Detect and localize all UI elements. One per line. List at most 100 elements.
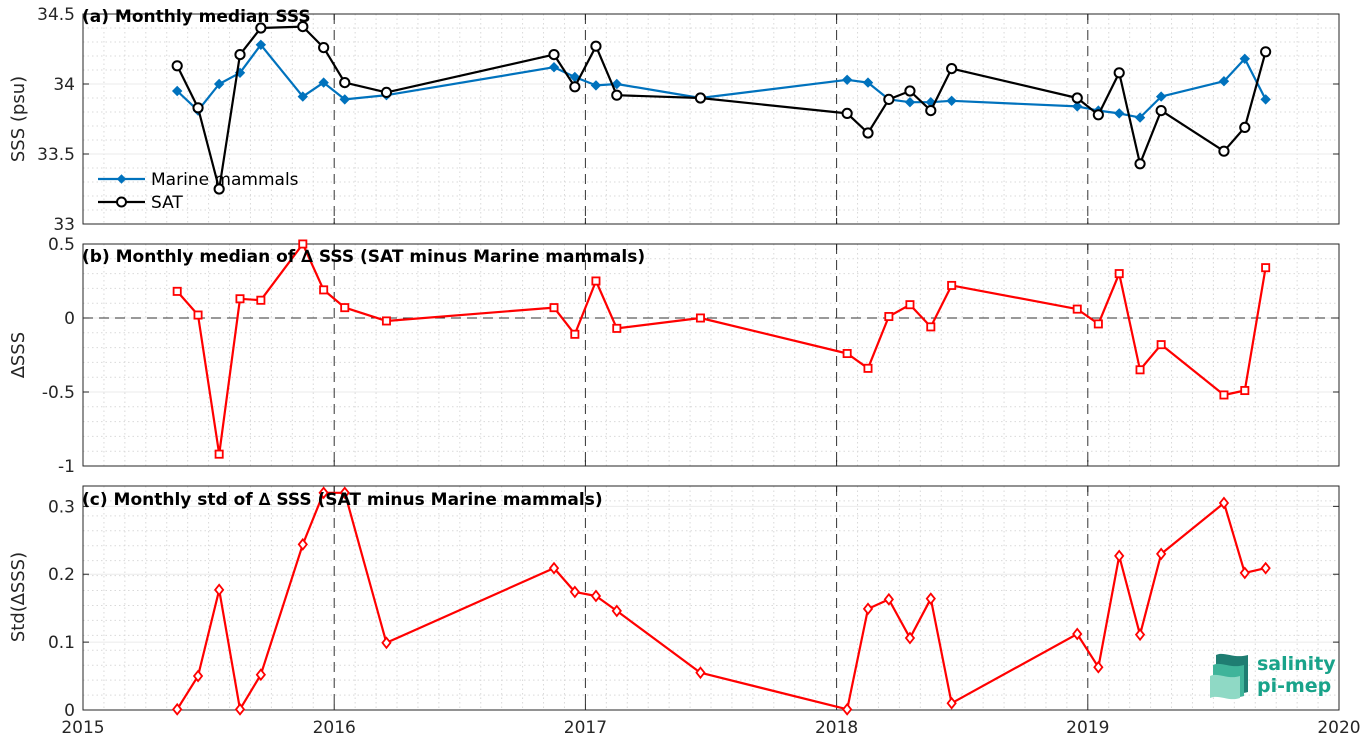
data-point [1072,304,1082,314]
x-tick-label: 2016 [313,718,356,738]
data-point [904,85,916,97]
data-point [1071,92,1083,104]
y-tick-label: 33.5 [37,145,75,165]
data-point [548,49,560,61]
x-tick-label: 2015 [61,718,104,738]
data-point [1155,91,1167,102]
data-point [1093,660,1104,674]
data-point [904,96,916,108]
data-point [1093,319,1103,329]
y-tick-label: 0 [64,701,75,721]
axes-box [82,13,1340,225]
data-point [1114,269,1124,279]
x-tick-label: 2019 [1066,718,1109,738]
data-point [214,449,224,459]
y-tick-label: 0.2 [48,565,75,585]
plot-area [83,244,1339,466]
minor-grid [83,14,1339,224]
data-point [549,303,559,313]
y-tick-label: -1 [58,457,75,477]
data-point [1218,75,1230,87]
x-axis-tick-labels: 2015 2016 2017 2018 2019 2020 [61,718,1360,738]
data-point [1134,158,1146,170]
data-point [255,39,267,51]
data-point [1218,145,1230,157]
data-point [842,349,852,359]
data-point [213,583,225,597]
panel-a: 33 33.5 34 34.5 [37,5,1340,235]
x-tick-label: 2017 [564,718,607,738]
data-point [883,93,895,106]
data-point [569,81,581,93]
y-tick-label: 34.5 [37,5,75,25]
data-point [548,561,560,575]
data-point [591,276,601,286]
data-point [339,94,350,105]
panel-a-ylabel: SSS (psu) [8,76,29,162]
y-tick-label: 0.3 [48,497,75,517]
data-point [590,589,602,603]
y-tick-label: -0.5 [42,383,75,403]
data-point [381,636,392,650]
data-point [863,363,873,373]
data-point [841,107,853,120]
data-point [1240,386,1250,396]
data-point [841,74,853,86]
panel-c: 0 0.1 0.2 0.3 [48,485,1340,721]
panel-b: -1 -0.5 0 0.5 [42,235,1340,477]
y-tick-label: 34 [53,75,75,95]
data-point [1218,496,1230,510]
data-point [862,602,874,616]
data-point [318,486,329,500]
minor-grid [83,486,1339,710]
data-point [193,310,203,320]
y-tick-label: 0.5 [48,235,75,255]
data-point [339,486,350,500]
tick-marks [82,13,1340,225]
data-point [1239,53,1251,65]
panel-c-ylabel: Std(∆SSS) [8,552,29,642]
data-point [234,49,246,61]
data-point [1219,390,1229,400]
data-point [570,329,580,339]
data-point [339,77,351,89]
data-point [946,95,957,107]
data-point [297,21,309,33]
data-point [946,696,957,710]
data-point [1239,121,1251,134]
data-point [926,322,936,332]
data-point [695,666,706,680]
series-line [176,491,1266,711]
data-point [1155,547,1167,561]
data-point [213,78,225,90]
axes-box [82,243,1340,467]
data-point [946,63,958,75]
data-point [1114,549,1125,563]
series [171,21,1272,195]
y-tick-label: 0.1 [48,633,75,653]
data-point [904,631,916,645]
salinity-pi-mep-logo: salinity pi-mep [1210,653,1336,700]
legend-sat-label: SAT [151,193,183,213]
data-point [611,78,623,90]
data-point [695,313,705,323]
series-line [176,242,1267,456]
x-tick-label: 2020 [1317,718,1360,738]
data-point [1260,561,1271,575]
legend-marine-marker [116,174,127,184]
data-point [1113,108,1125,119]
legend-sat-marker [116,196,127,208]
data-point [213,183,225,195]
data-point [548,61,560,73]
axes-box [82,485,1340,711]
data-point [611,604,622,618]
data-point [1239,566,1250,580]
data-point [694,92,707,104]
data-point [318,77,329,88]
data-point [298,239,308,249]
data-point [380,86,393,99]
data-point [905,300,915,310]
series [172,239,1271,459]
data-point [318,42,330,54]
data-point [569,585,581,599]
